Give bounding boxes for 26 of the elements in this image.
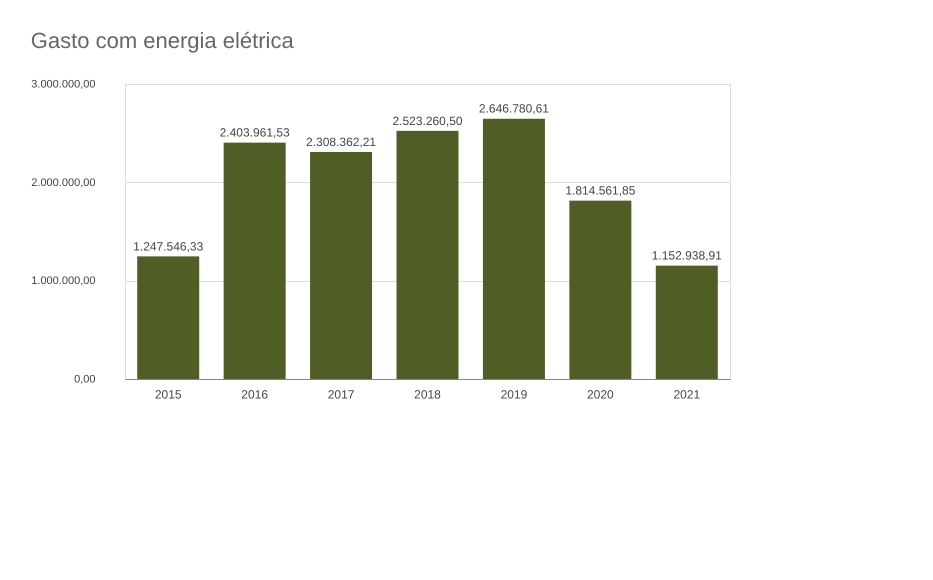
bar xyxy=(137,256,200,379)
bar xyxy=(569,200,632,379)
y-tick-label: 0,00 xyxy=(74,374,96,386)
data-label: 1.247.546,33 xyxy=(133,239,204,254)
chart-title: Gasto com energia elétrica xyxy=(30,28,294,53)
data-label: 2.646.780,61 xyxy=(478,102,550,116)
y-tick-label: 1.000.000,00 xyxy=(31,275,96,288)
bar xyxy=(224,142,286,379)
bar xyxy=(656,266,718,379)
bar xyxy=(396,130,458,379)
y-tick-label: 3.000.000,00 xyxy=(31,78,96,90)
data-label: 1.814.561,85 xyxy=(565,184,636,198)
x-tick-label: 2017 xyxy=(328,388,355,402)
bar xyxy=(310,152,372,379)
x-tick-label: 2019 xyxy=(500,388,528,402)
data-label: 2.308.362,21 xyxy=(306,135,376,150)
x-tick-label: 2016 xyxy=(241,388,268,402)
data-label: 2.403.961,53 xyxy=(220,126,290,140)
data-label: 2.523.260,50 xyxy=(392,114,463,128)
x-tick-label: 2015 xyxy=(154,388,182,402)
bar xyxy=(482,118,545,379)
y-tick-label: 2.000.000,00 xyxy=(31,176,96,189)
x-tick-label: 2018 xyxy=(414,388,442,402)
x-tick-label: 2020 xyxy=(587,388,614,402)
data-label: 1.152.938,91 xyxy=(652,248,722,263)
x-tick-label: 2021 xyxy=(673,388,700,402)
